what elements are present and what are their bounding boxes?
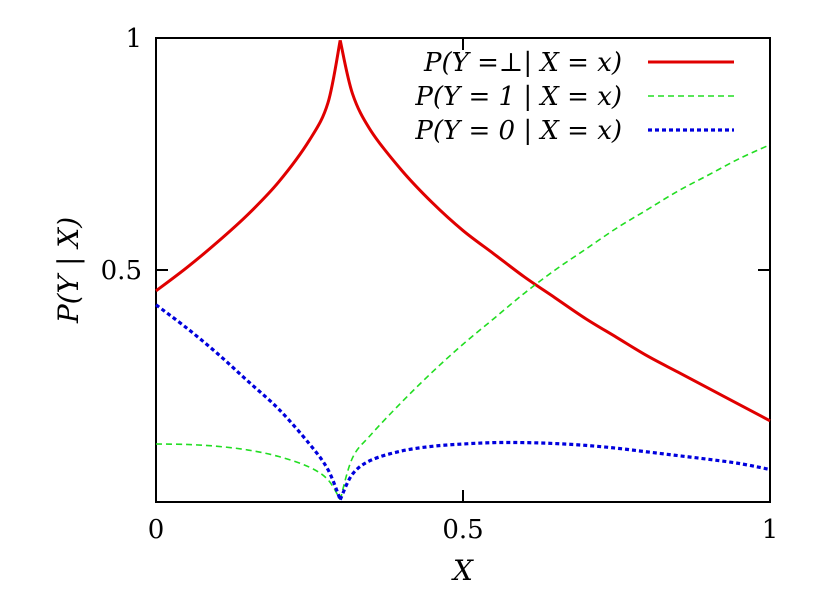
series-line-2 xyxy=(155,303,771,501)
legend-label-1: P(Y = 1 | X = x) xyxy=(414,82,622,112)
legend-label-2: P(Y = 0 | X = x) xyxy=(414,116,622,146)
x-axis-label: X xyxy=(451,554,474,587)
series-line-1 xyxy=(155,143,771,501)
x-tick-label-1: 0.5 xyxy=(442,515,483,545)
legend-label-0: P(Y =⊥| X = x) xyxy=(423,48,622,78)
ticks: 0 0.5 1 0.5 1 xyxy=(101,24,779,545)
y-tick-label-0: 0.5 xyxy=(101,256,142,286)
x-tick-label-0: 0 xyxy=(148,515,165,545)
series-layer xyxy=(155,39,771,501)
y-axis-label: P(Y | X) xyxy=(52,217,85,324)
x-tick-label-2: 1 xyxy=(762,515,779,545)
series-line-0 xyxy=(155,39,771,423)
legend: P(Y =⊥| X = x) P(Y = 1 | X = x) P(Y = 0 | … xyxy=(414,48,734,146)
y-tick-label-1: 1 xyxy=(125,24,142,54)
